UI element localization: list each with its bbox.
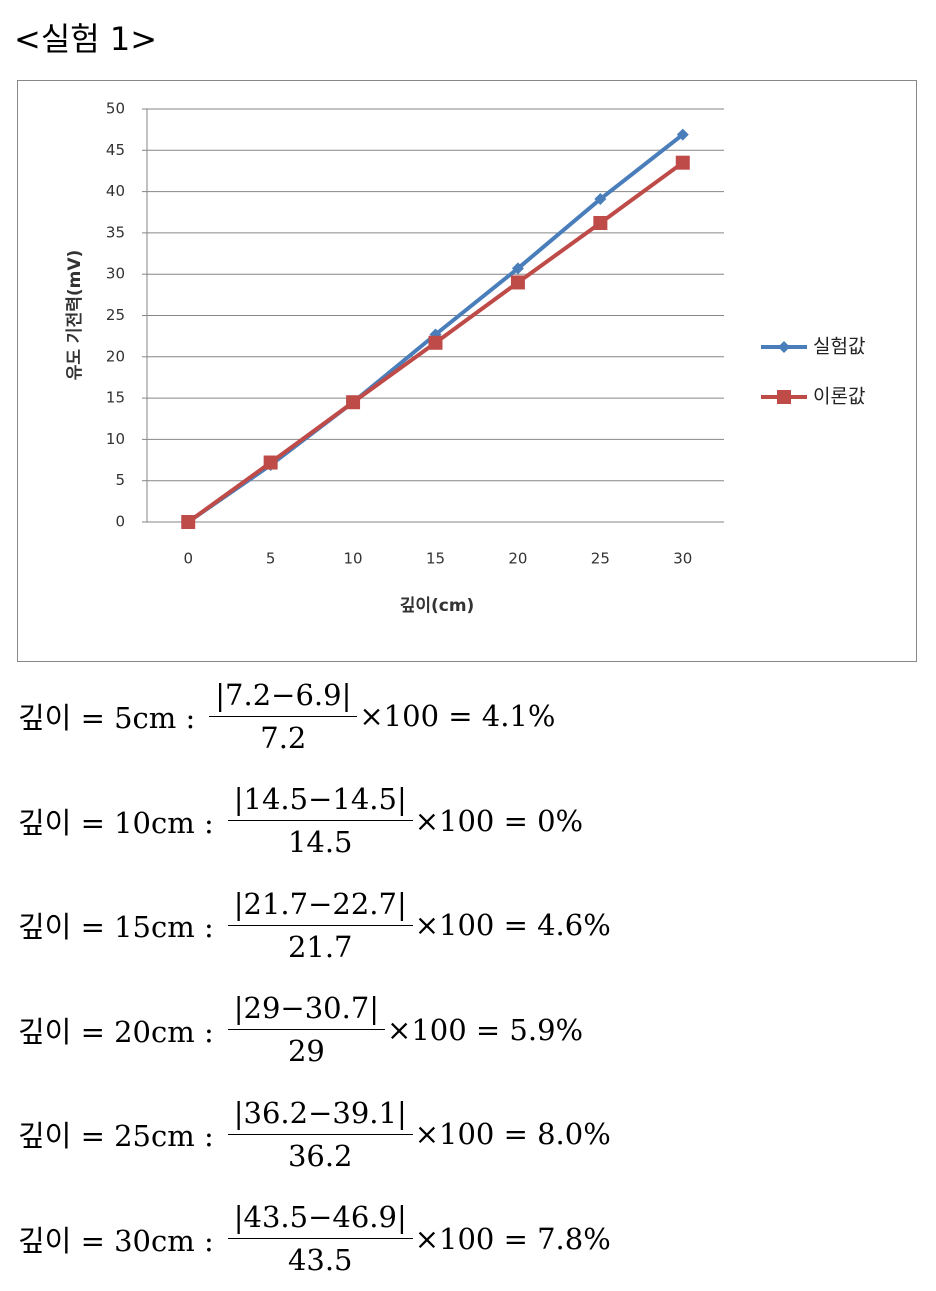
data-point — [676, 156, 690, 170]
equation: 깊이 = 30cm :|43.5−46.9|43.5×100 = 7.8% — [18, 1187, 611, 1291]
equations: 깊이 = 5cm :|7.2−6.9|7.2×100 = 4.1%깊이 = 10… — [18, 664, 611, 1291]
equation: 깊이 = 25cm :|36.2−39.1|36.2×100 = 8.0% — [18, 1082, 611, 1187]
equation-rhs: ×100 = 5.9% — [387, 1013, 583, 1047]
equation-rhs: ×100 = 8.0% — [415, 1117, 611, 1151]
data-point — [346, 395, 360, 409]
data-point — [264, 456, 278, 470]
x-tick-label: 15 — [426, 550, 445, 568]
numerator: |7.2−6.9| — [209, 678, 357, 717]
y-tick-label: 20 — [106, 347, 125, 365]
equation-rhs: ×100 = 7.8% — [415, 1222, 611, 1256]
equation-lhs: 깊이 = 5cm : — [18, 695, 195, 737]
x-tick-label: 20 — [508, 550, 527, 568]
denominator: 43.5 — [288, 1239, 353, 1277]
heading: <실험 1> — [14, 14, 157, 60]
equation-lhs: 깊이 = 20cm : — [18, 1009, 214, 1051]
fraction: |21.7−22.7|21.7 — [228, 887, 413, 964]
legend-marker — [777, 390, 791, 404]
y-tick-label: 30 — [106, 265, 125, 283]
y-tick-label: 10 — [106, 430, 125, 448]
x-tick-label: 30 — [673, 550, 692, 568]
numerator: |14.5−14.5| — [228, 782, 413, 821]
y-tick-label: 45 — [106, 141, 125, 159]
data-point — [593, 216, 607, 230]
denominator: 7.2 — [260, 717, 306, 755]
y-tick-label: 40 — [106, 182, 125, 200]
equation-lhs: 깊이 = 10cm : — [18, 800, 214, 842]
numerator: |29−30.7| — [228, 991, 385, 1030]
y-tick-label: 15 — [106, 389, 125, 407]
equation-lhs: 깊이 = 25cm : — [18, 1113, 214, 1155]
numerator: |36.2−39.1| — [228, 1096, 413, 1135]
equation: 깊이 = 5cm :|7.2−6.9|7.2×100 = 4.1% — [18, 664, 611, 769]
y-tick-label: 5 — [115, 471, 125, 489]
denominator: 36.2 — [288, 1135, 353, 1173]
fraction: |36.2−39.1|36.2 — [228, 1096, 413, 1173]
equation: 깊이 = 15cm :|21.7−22.7|21.7×100 = 4.6% — [18, 873, 611, 978]
equation-lhs: 깊이 = 15cm : — [18, 904, 214, 946]
y-tick-label: 0 — [115, 513, 125, 531]
numerator: |21.7−22.7| — [228, 887, 413, 926]
x-axis-title: 깊이(cm) — [400, 596, 475, 616]
fraction: |43.5−46.9|43.5 — [228, 1200, 413, 1277]
x-tick-label: 10 — [344, 550, 363, 568]
data-point — [429, 336, 443, 350]
y-tick-label: 50 — [106, 100, 125, 118]
fraction: |29−30.7|29 — [228, 991, 385, 1068]
data-point — [181, 515, 195, 529]
legend-label: 이론값 — [813, 386, 865, 408]
x-tick-label: 0 — [183, 550, 193, 568]
numerator: |43.5−46.9| — [228, 1200, 413, 1239]
equation: 깊이 = 20cm :|29−30.7|29×100 = 5.9% — [18, 978, 611, 1083]
equation-rhs: ×100 = 4.6% — [415, 908, 611, 942]
x-tick-label: 5 — [266, 550, 276, 568]
denominator: 21.7 — [288, 926, 353, 964]
fraction: |7.2−6.9|7.2 — [209, 678, 357, 755]
denominator: 29 — [288, 1030, 325, 1068]
chart-frame — [18, 81, 917, 662]
fraction: |14.5−14.5|14.5 — [228, 782, 413, 859]
y-tick-label: 35 — [106, 223, 125, 241]
y-axis-title: 유도 기전력(mV) — [65, 250, 85, 381]
equation-rhs: ×100 = 0% — [415, 804, 583, 838]
x-tick-label: 25 — [591, 550, 610, 568]
denominator: 14.5 — [288, 821, 353, 859]
equation-lhs: 깊이 = 30cm : — [18, 1218, 214, 1260]
data-point — [511, 275, 525, 289]
y-tick-label: 25 — [106, 306, 125, 324]
equation: 깊이 = 10cm :|14.5−14.5|14.5×100 = 0% — [18, 769, 611, 874]
chart: 깊이(cm) 유도 기전력(mV) 0 5 10 15 20 25 30 35 40 45 50 0 5… — [17, 80, 918, 663]
legend-label: 실험값 — [813, 336, 865, 358]
equation-rhs: ×100 = 4.1% — [359, 699, 555, 733]
